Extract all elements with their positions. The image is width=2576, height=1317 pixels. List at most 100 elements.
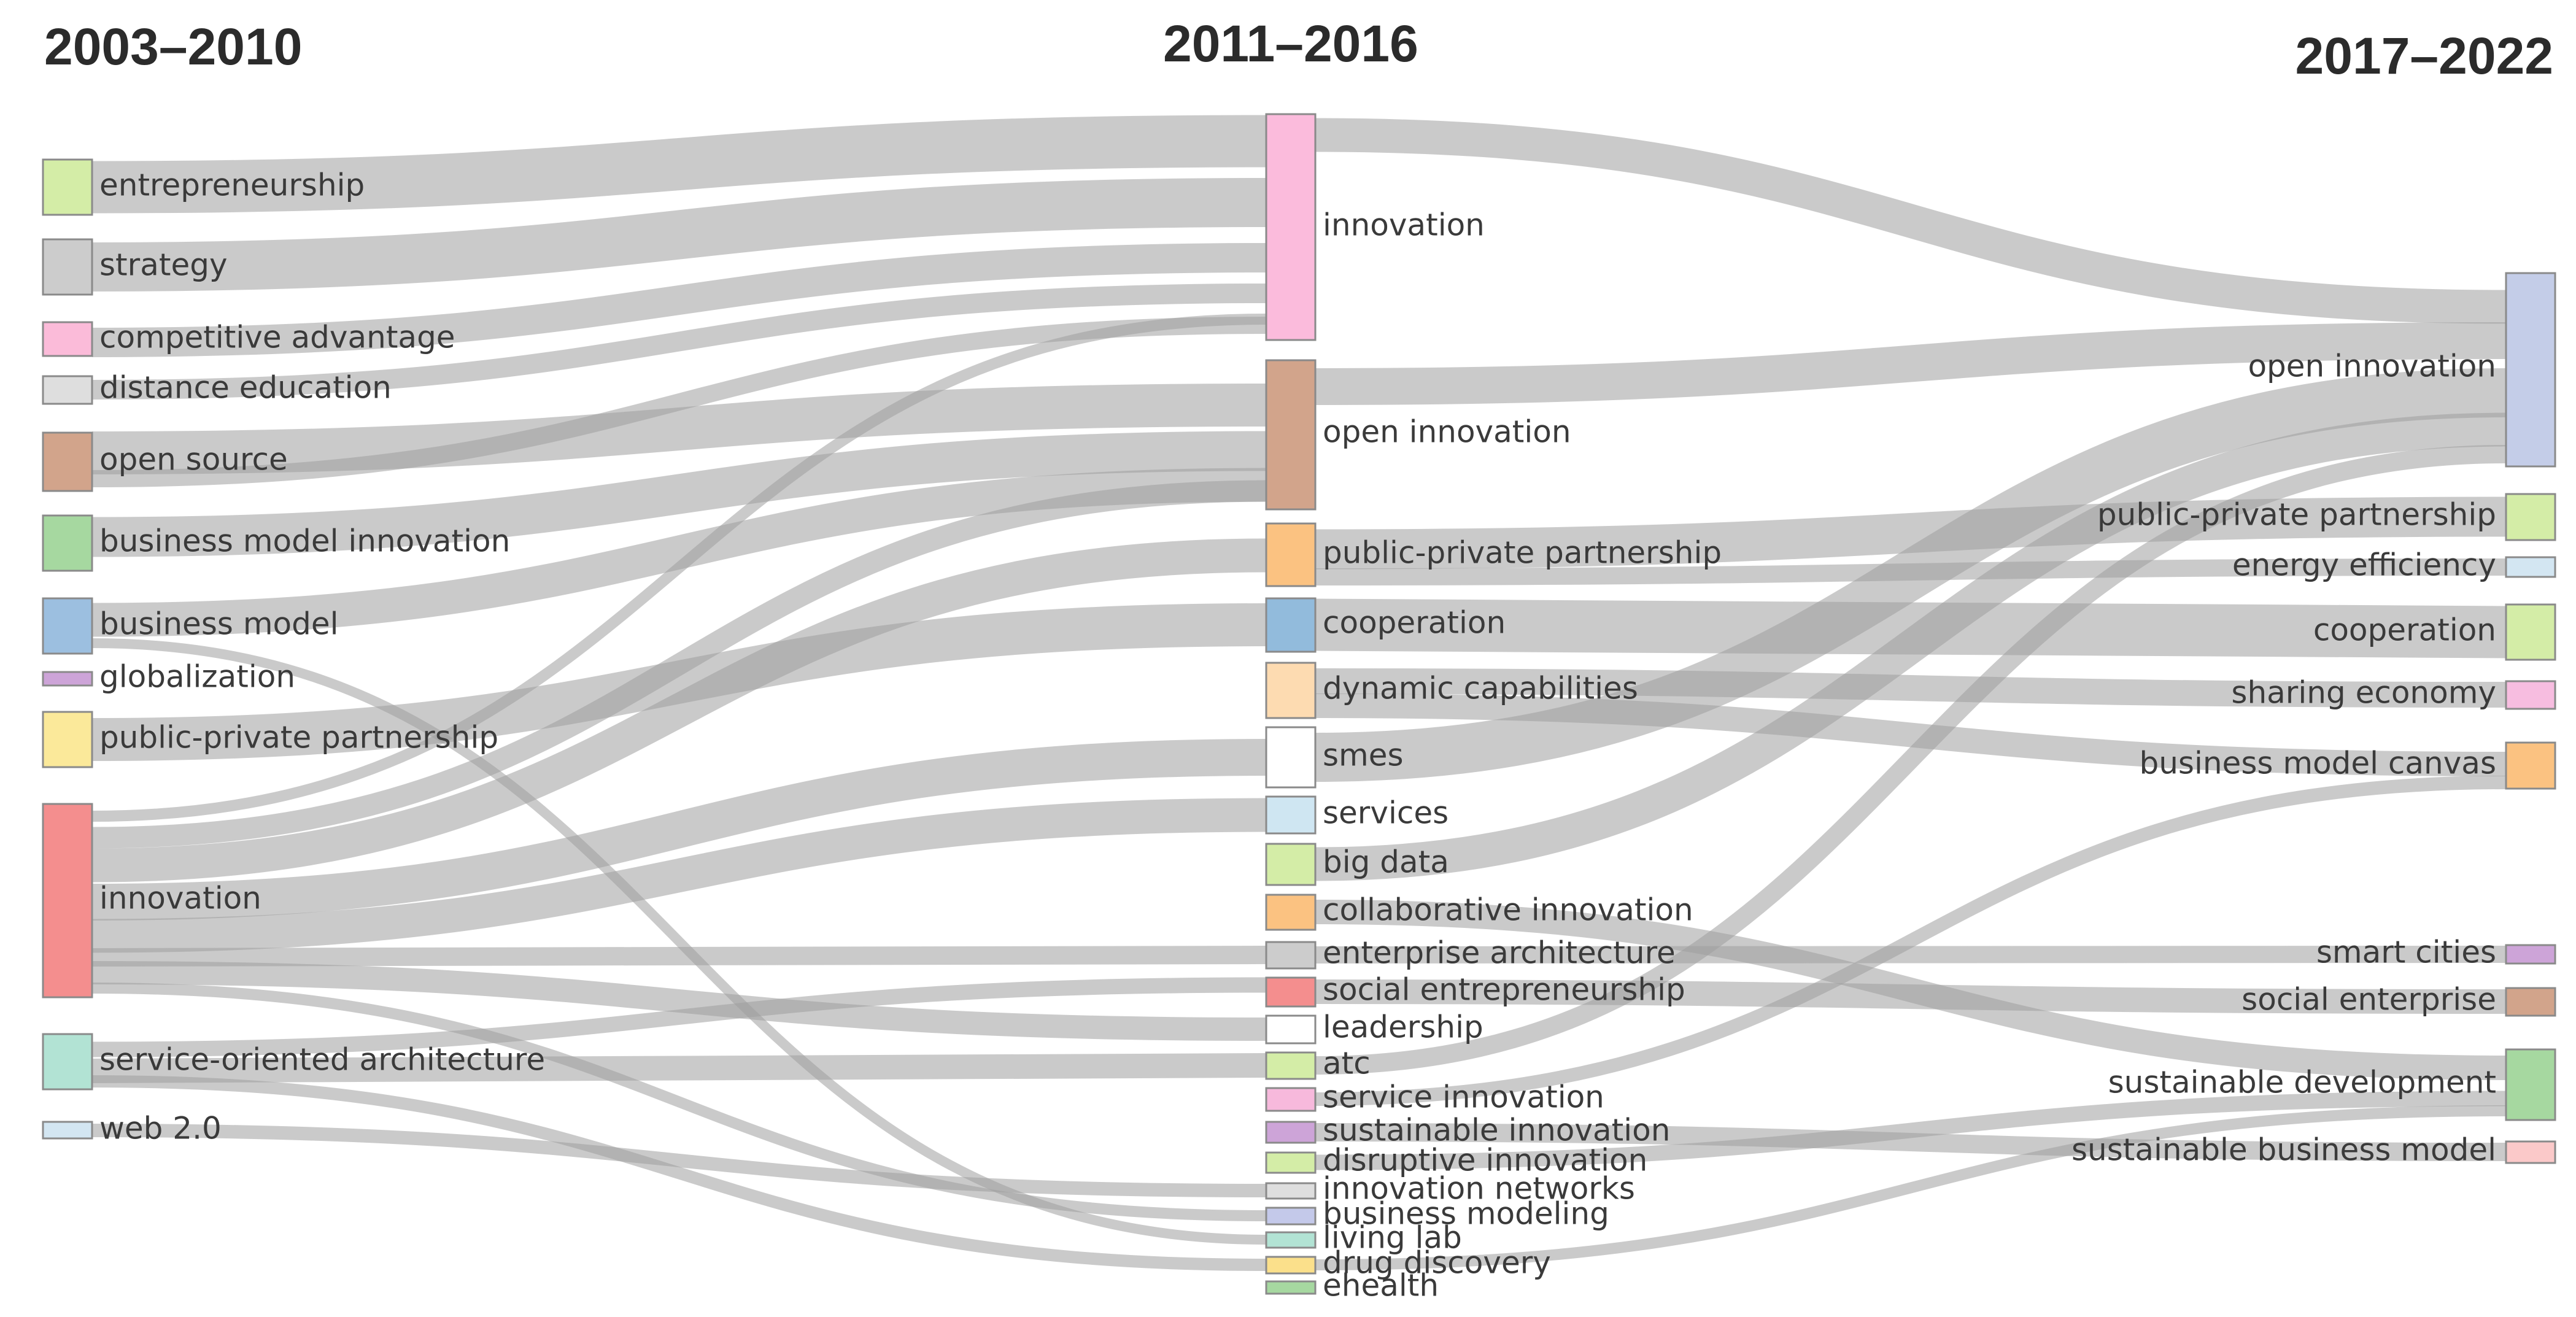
node-label-dynamic-capabilities: dynamic capabilities [1323,671,1638,706]
period-title-1: 2003–2010 [44,18,302,75]
node-label-sustainable-business-model: sustainable business model [2071,1132,2496,1168]
node-public-private-partnership[interactable] [42,711,93,768]
flow-sustainable-innovation-to-sustainable-business-model [1315,1123,2507,1161]
flow-dynamic-capabilities-to-sharing-economy [1315,668,2507,708]
node-label-sharing-economy: sharing economy [2231,675,2496,711]
node-label-entrepreneurship: entrepreneurship [99,168,365,203]
node-innovation[interactable] [1265,113,1317,341]
node-sustainable-innovation[interactable] [1265,1121,1317,1144]
node-label-services: services [1323,795,1449,831]
node-label-open-innovation: open innovation [2248,349,2496,384]
node-living-lab[interactable] [1265,1231,1317,1249]
node-atc[interactable] [1265,1051,1317,1080]
node-business-model[interactable] [42,597,93,655]
node-label-service-innovation: service innovation [1323,1079,1604,1115]
node-label-business-model: business model [99,606,339,642]
node-sustainable-business-model[interactable] [2505,1140,2556,1164]
flow-smes-to-open-innovation [1315,368,2507,782]
node-label-drug-discovery: drug discovery [1323,1245,1551,1281]
node-sharing-economy[interactable] [2505,680,2556,710]
flow-social-entrepreneurship-to-social-enterprise [1315,979,2507,1014]
node-label-sustainable-innovation: sustainable innovation [1323,1113,1670,1148]
node-label-leadership: leadership [1323,1010,1483,1045]
flow-innovation-to-business-modeling [91,983,1267,1221]
node-service-innovation[interactable] [1265,1087,1317,1112]
node-disruptive-innovation[interactable] [1265,1151,1317,1174]
node-public-private-partnership[interactable] [1265,522,1317,587]
node-label-energy-efficiency: energy efficiency [2232,547,2496,583]
node-innovation-networks[interactable] [1265,1182,1317,1200]
node-label-public-private-partnership: public-private partnership [2097,497,2496,533]
node-public-private-partnership[interactable] [2505,493,2556,541]
node-web-2-0[interactable] [42,1121,93,1140]
node-label-globalization: globalization [99,659,295,695]
label-group: entrepreneurship strategy competitive adva… [99,168,2496,1303]
node-entrepreneurship[interactable] [42,158,93,216]
node-service-oriented-architecture[interactable] [42,1033,93,1091]
node-globalization[interactable] [42,671,93,687]
node-social-enterprise[interactable] [2505,987,2556,1017]
node-competitive-advantage[interactable] [42,321,93,357]
node-smart-cities[interactable] [2505,944,2556,965]
node-cooperation[interactable] [2505,603,2556,661]
flow-strategy-to-innovation [91,178,1267,292]
node-label-smart-cities: smart cities [2316,935,2496,970]
node-label-competitive-advantage: competitive advantage [99,320,455,355]
node-services[interactable] [1265,795,1317,835]
node-label-web-2-0: web 2.0 [99,1111,222,1146]
flow-big-data-to-open-innovation [1315,412,2507,881]
flow-dynamic-capabilities-to-business-model-canvas [1315,693,2507,776]
node-label-innovation: innovation [1323,207,1485,243]
node-business-model-innovation[interactable] [42,514,93,572]
node-label-distance-education: distance education [99,370,392,406]
node-label-big-data: big data [1323,844,1449,880]
node-social-entrepreneurship[interactable] [1265,976,1317,1008]
node-open-innovation[interactable] [2505,272,2556,468]
flow-innovation-to-open-innovation [1315,118,2507,324]
flow-web-2-0-to-innovation-networks [91,1124,1267,1197]
node-label-sustainable-development: sustainable development [2108,1065,2496,1100]
flow-drug-discovery-to-sustainable-development [1315,1105,2507,1270]
node-label-collaborative-innovation: collaborative innovation [1323,892,1693,928]
node-strategy[interactable] [42,238,93,296]
node-smes[interactable] [1265,726,1317,789]
period-title-2: 2011–2016 [1163,15,1418,72]
node-business-model-canvas[interactable] [2505,741,2556,790]
node-label-cooperation: cooperation [2313,612,2496,648]
node-ehealth[interactable] [1265,1280,1317,1295]
node-distance-education[interactable] [42,375,93,405]
flow-service-oriented-architecture-to-social-entrepreneurship [91,977,1267,1057]
node-open-innovation[interactable] [1265,359,1317,511]
flow-service-innovation-to-business-model-canvas [1315,776,2507,1106]
node-business-modeling[interactable] [1265,1207,1317,1226]
flow-innovation-to-open-innovation [91,480,1267,849]
flow-innovation-to-public-private-partnership [91,538,1267,883]
node-sustainable-development[interactable] [2505,1048,2556,1121]
flow-public-private-partnership-to-cooperation [91,603,1267,761]
node-open-source[interactable] [42,431,93,492]
node-energy-efficiency[interactable] [2505,556,2556,578]
node-label-business-model-innovation: business model innovation [99,523,510,559]
node-label-smes: smes [1323,738,1404,773]
node-drug-discovery[interactable] [1265,1256,1317,1275]
node-label-open-source: open source [99,442,288,477]
node-big-data[interactable] [1265,843,1317,886]
node-dynamic-capabilities[interactable] [1265,662,1317,719]
node-collaborative-innovation[interactable] [1265,894,1317,931]
node-label-cooperation: cooperation [1323,605,1506,641]
node-cooperation[interactable] [1265,597,1317,653]
flow-open-source-to-open-innovation [91,384,1267,474]
flow-service-oriented-architecture-to-atc [91,1053,1267,1083]
node-enterprise-architecture[interactable] [1265,941,1317,970]
flow-entrepreneurship-to-innovation [91,115,1267,214]
node-label-business-model-canvas: business model canvas [2140,746,2497,781]
flow-group [91,115,2507,1271]
flow-open-source-to-innovation [91,317,1267,487]
flow-atc-to-open-innovation [1315,445,2507,1075]
node-innovation[interactable] [42,803,93,998]
period-title-3: 2017–2022 [2296,27,2553,85]
flow-business-model-innovation-to-open-innovation [91,431,1267,557]
node-leadership[interactable] [1265,1014,1317,1045]
node-label-ehealth: ehealth [1323,1268,1439,1303]
node-group [42,113,2556,1295]
